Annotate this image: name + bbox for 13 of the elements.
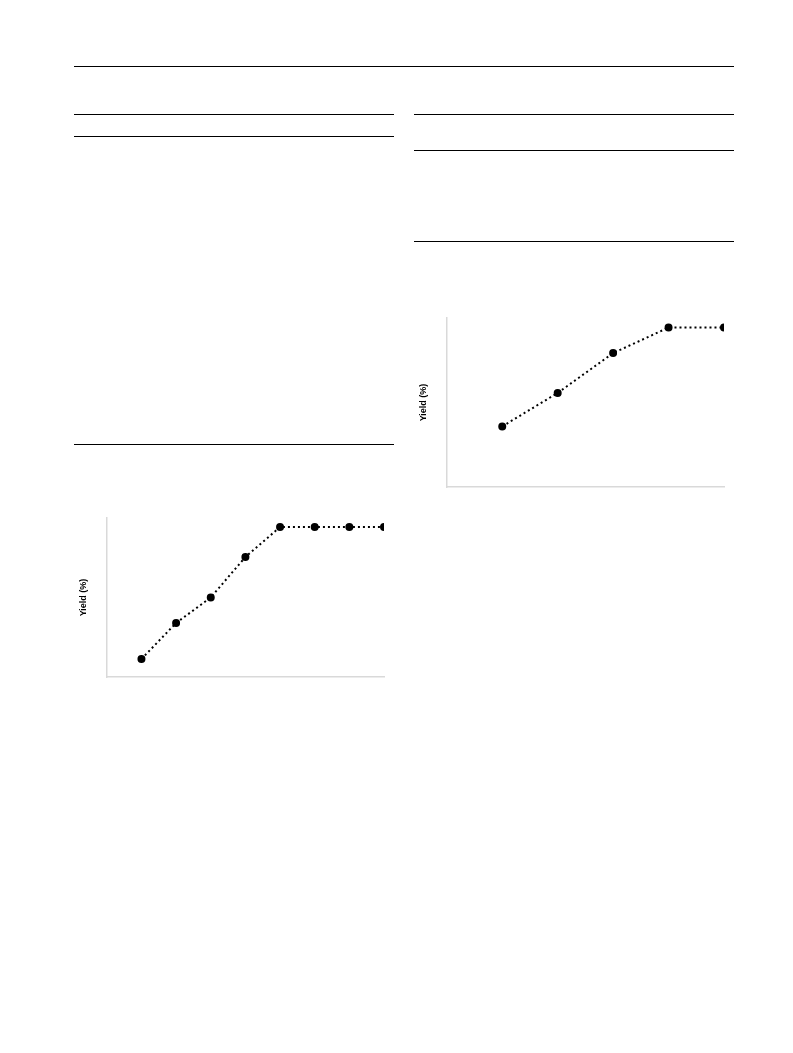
point xyxy=(345,523,354,531)
point xyxy=(310,523,319,531)
y-axis-title: Yield (%) xyxy=(417,383,428,422)
point xyxy=(206,593,215,602)
point xyxy=(241,553,250,561)
point xyxy=(172,619,181,627)
point xyxy=(498,422,507,431)
point xyxy=(276,523,285,531)
point xyxy=(137,655,146,663)
y-axis-title: Yield (%) xyxy=(77,578,88,617)
point xyxy=(609,349,618,358)
point xyxy=(664,323,673,332)
point xyxy=(553,388,562,397)
